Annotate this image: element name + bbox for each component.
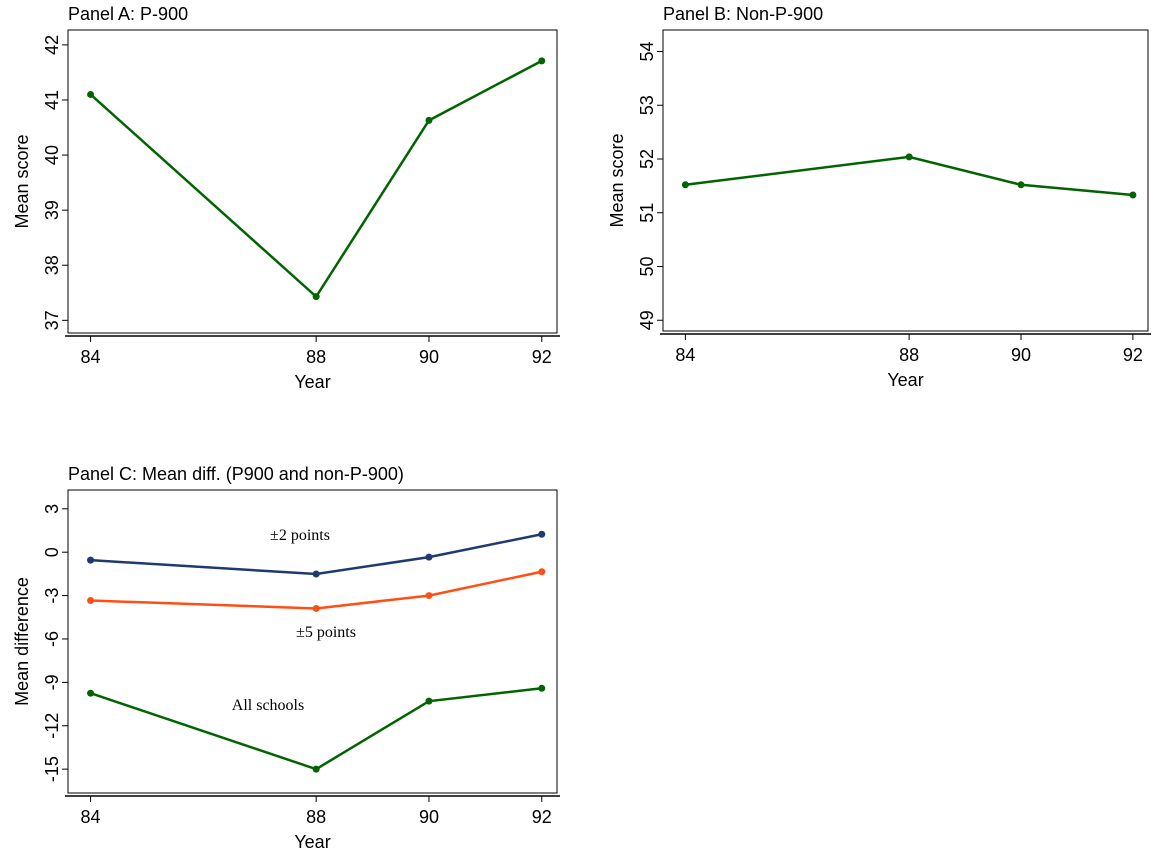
- y-tick-label: 0: [42, 547, 62, 557]
- data-point: [425, 116, 433, 124]
- y-axis-label: Mean score: [607, 133, 627, 227]
- x-axis-label: Year: [887, 370, 923, 390]
- y-tick-label: 41: [42, 90, 62, 110]
- series-annotation: ±2 points: [270, 527, 330, 544]
- y-axis-label: Mean score: [12, 134, 32, 228]
- y-tick-label: 52: [637, 149, 657, 169]
- x-tick-label: 88: [899, 345, 919, 365]
- y-tick-label: -6: [42, 631, 62, 647]
- x-tick-label: 92: [1123, 345, 1143, 365]
- x-tick-label: 88: [306, 807, 326, 827]
- y-tick-label: -15: [42, 756, 62, 782]
- x-tick-label: 92: [532, 347, 552, 367]
- data-point: [312, 765, 320, 773]
- data-point: [1129, 191, 1137, 199]
- y-tick-label: 39: [42, 200, 62, 220]
- y-tick-label: 40: [42, 145, 62, 165]
- y-tick-label: 49: [637, 310, 657, 330]
- x-tick-label: 84: [675, 345, 695, 365]
- y-axis-label: Mean difference: [12, 577, 32, 706]
- panel-title: Panel C: Mean diff. (P900 and non-P-900): [68, 464, 404, 484]
- data-line: [90, 687, 542, 771]
- data-line: [90, 533, 543, 576]
- data-point: [425, 697, 433, 705]
- data-point: [312, 604, 320, 612]
- data-point: [87, 90, 95, 98]
- x-tick-label: 92: [532, 807, 552, 827]
- data-point: [312, 293, 320, 301]
- x-tick-label: 90: [419, 347, 439, 367]
- y-tick-label: -3: [42, 588, 62, 604]
- data-point: [425, 592, 433, 600]
- y-tick-label: 37: [42, 310, 62, 330]
- data-point: [312, 570, 320, 578]
- data-point: [87, 596, 95, 604]
- data-point: [538, 684, 546, 692]
- plot-frame: [67, 489, 558, 794]
- data-point: [538, 530, 546, 538]
- y-tick-label: 3: [42, 504, 62, 514]
- data-point: [905, 153, 913, 161]
- x-tick-label: 90: [1011, 345, 1031, 365]
- y-tick-label: 51: [637, 203, 657, 223]
- panel-title: Panel A: P-900: [68, 4, 188, 24]
- plot-frame: [662, 29, 1149, 332]
- x-tick-label: 84: [81, 347, 101, 367]
- x-tick-label: 90: [419, 807, 439, 827]
- data-point: [538, 568, 546, 576]
- series-annotation: All schools: [232, 697, 304, 714]
- panel-title: Panel B: Non-P-900: [663, 4, 823, 24]
- x-tick-label: 88: [306, 347, 326, 367]
- x-axis-label: Year: [294, 372, 330, 392]
- data-line: [90, 570, 543, 610]
- data-point: [87, 556, 95, 564]
- data-line: [89, 59, 543, 299]
- y-tick-label: 38: [42, 255, 62, 275]
- x-tick-label: 84: [81, 807, 101, 827]
- y-tick-label: 42: [42, 35, 62, 55]
- y-tick-label: -12: [42, 713, 62, 739]
- y-tick-label: 53: [637, 95, 657, 115]
- data-point: [425, 553, 433, 561]
- series-annotation: ±5 points: [296, 624, 356, 641]
- y-tick-label: 50: [637, 256, 657, 276]
- plot-frame: [67, 29, 558, 334]
- data-point: [87, 689, 95, 697]
- y-tick-label: -9: [42, 674, 62, 690]
- data-point: [681, 181, 689, 189]
- y-tick-label: 54: [637, 41, 657, 61]
- data-point: [1017, 181, 1025, 189]
- data-point: [538, 57, 546, 65]
- data-line: [685, 155, 1134, 197]
- x-axis-label: Year: [294, 832, 330, 852]
